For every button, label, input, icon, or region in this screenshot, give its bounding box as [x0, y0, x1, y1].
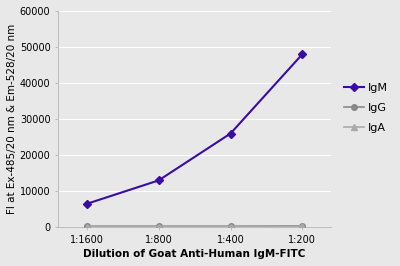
IgM: [156, 179, 161, 182]
Line: IgA: IgA: [84, 223, 305, 229]
IgA: [84, 225, 89, 228]
Legend: IgM, IgG, IgA: IgM, IgG, IgA: [339, 79, 393, 138]
X-axis label: Dilution of Goat Anti-Human IgM-FITC: Dilution of Goat Anti-Human IgM-FITC: [84, 249, 306, 259]
IgG: [300, 224, 305, 227]
IgM: [300, 53, 305, 56]
IgM: [84, 202, 89, 205]
IgA: [300, 225, 305, 228]
IgM: [228, 132, 233, 135]
Line: IgG: IgG: [84, 223, 305, 229]
IgG: [156, 225, 161, 228]
IgG: [84, 225, 89, 228]
IgG: [228, 225, 233, 228]
IgA: [156, 225, 161, 228]
IgA: [228, 225, 233, 228]
Line: IgM: IgM: [84, 51, 305, 207]
Y-axis label: FI at Ex-485/20 nm & Em-528/20 nm: FI at Ex-485/20 nm & Em-528/20 nm: [7, 24, 17, 214]
